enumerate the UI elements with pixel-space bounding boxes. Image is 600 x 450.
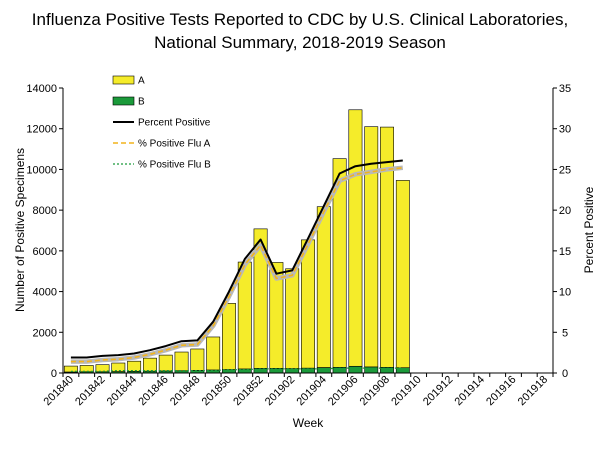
x-tick-label: 201914 [453, 374, 487, 408]
y2-tick-label: 30 [559, 124, 571, 136]
legend-label-a: A [138, 76, 145, 87]
line-pct-flu-b [70, 367, 403, 373]
y2-tick-label: 0 [562, 368, 568, 380]
legend-label-percent-positive: Percent Positive [138, 118, 211, 129]
chart-title: Influenza Positive Tests Reported to CDC… [31, 10, 569, 29]
y2-axis-label: Percent Positive [582, 186, 596, 273]
x-tick-label: 201902 [263, 374, 297, 408]
bar-a-201841 [79, 365, 94, 373]
bar-a-201903 [301, 239, 315, 369]
bar-b-201909 [395, 367, 410, 374]
bar-a-201844 [127, 360, 142, 372]
x-tick-label: 201846 [136, 374, 170, 408]
y2-tick-label: 20 [559, 205, 571, 217]
bar-a-201846 [158, 354, 173, 372]
line-pct-flu-a [70, 167, 403, 363]
bar-a-201907 [364, 126, 379, 368]
bar-a-201849 [206, 336, 221, 371]
chart-title-block: Influenza Positive Tests Reported to CDC… [0, 8, 600, 54]
bar-a-201902 [285, 268, 300, 369]
legend-label-b: B [138, 97, 145, 108]
y-tick-label: 0 [51, 368, 57, 380]
x-tick-label: 201850 [200, 374, 234, 408]
x-tick-label: 201910 [389, 374, 423, 408]
bar-a-201904 [316, 206, 331, 368]
y-axis-label: Number of Positive Specimens [13, 148, 27, 312]
y2-tick-label: 35 [559, 83, 571, 95]
x-tick-label: 201916 [484, 374, 518, 408]
x-tick-label: 201906 [326, 374, 360, 408]
bar-a-201842 [95, 364, 110, 373]
bar-a-201848 [190, 348, 205, 371]
y-tick-label: 10000 [26, 164, 57, 176]
x-tick-label: 201904 [294, 374, 328, 408]
y-tick-label: 12000 [26, 124, 57, 136]
line-percent-positive [70, 159, 403, 359]
x-tick-label: 201844 [105, 374, 139, 408]
legend: AB Percent Positive % Positive Flu A % Posi… [112, 75, 211, 171]
legend-label-pct-flu-a: % Positive Flu A [138, 139, 211, 150]
bar-a-201905 [332, 158, 347, 368]
y-tick-label: 2000 [33, 327, 57, 339]
y2-tick-label: 5 [562, 327, 568, 339]
y-tick-label: 14000 [26, 83, 57, 95]
bar-a-201843 [111, 362, 126, 372]
legend-swatch-b [112, 96, 135, 106]
y-tick-label: 8000 [33, 205, 57, 217]
bar-b-201906 [348, 365, 363, 374]
y2-tick-label: 10 [559, 287, 571, 299]
x-axis-label: Week [293, 416, 324, 430]
y2-tick-label: 25 [559, 164, 571, 176]
bar-a-201909 [395, 180, 410, 369]
bar-a-201850 [222, 303, 236, 370]
chart-subtitle: National Summary, 2018-2019 Season [154, 33, 446, 52]
x-tick-label: 201908 [358, 374, 392, 408]
legend-label-pct-flu-b: % Positive Flu B [138, 160, 211, 171]
x-tick-label: 201918 [516, 374, 550, 408]
lines-layer [70, 159, 404, 373]
bar-a-201847 [174, 351, 189, 372]
bar-a-201906 [348, 109, 363, 367]
bar-a-201908 [380, 126, 394, 368]
bar-a-201845 [142, 357, 157, 372]
x-tick-label: 201852 [231, 374, 265, 408]
legend-swatch-a [112, 75, 135, 85]
bars-layer [63, 109, 410, 374]
x-tick-label: 201848 [168, 374, 202, 408]
y-tick-label: 6000 [33, 246, 57, 258]
y2-tick-label: 15 [559, 246, 571, 258]
x-tick-label: 201842 [73, 374, 107, 408]
x-tick-label: 201840 [42, 374, 76, 408]
x-tick-label: 201912 [421, 374, 455, 408]
y-tick-label: 4000 [33, 287, 57, 299]
